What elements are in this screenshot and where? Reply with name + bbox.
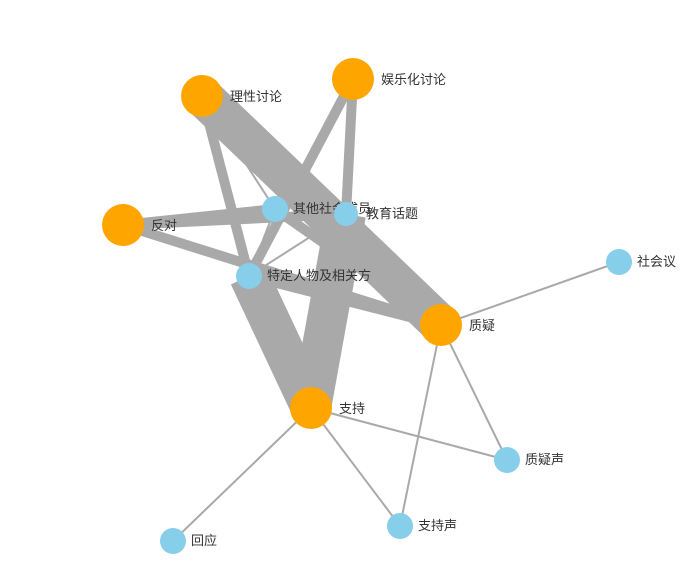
node-label: 其他社会成员 <box>293 201 371 217</box>
node-label: 特定人物及相关方 <box>267 268 371 284</box>
edge-qita-zhiyi <box>272 204 444 330</box>
edge-lixing-qita <box>201 95 276 210</box>
node-circle[interactable] <box>160 528 186 554</box>
node-label: 支持声 <box>418 519 457 534</box>
node-label: 社会议 <box>637 254 676 270</box>
node-circle[interactable] <box>334 202 358 226</box>
node-circle[interactable] <box>102 204 144 246</box>
edge-zhiyi-shehui <box>440 261 620 326</box>
node-zhichisheng[interactable]: 支持声 <box>387 513 457 539</box>
node-circle[interactable] <box>290 387 332 429</box>
node-circle[interactable] <box>606 249 632 275</box>
node-label: 理性讨论 <box>230 90 282 105</box>
node-label: 质疑 <box>469 318 495 334</box>
node-label: 质疑声 <box>525 452 564 468</box>
node-label: 支持 <box>339 402 365 417</box>
node-label: 娱乐化讨论 <box>381 73 446 88</box>
edge-teding-zhiyi <box>247 271 443 330</box>
node-circle[interactable] <box>262 196 288 222</box>
edge-zhiyi-zhiyisheng <box>440 324 508 461</box>
node-yule[interactable]: 娱乐化讨论 <box>332 58 446 100</box>
node-zhichi[interactable]: 支持 <box>290 387 365 429</box>
node-zhiyisheng[interactable]: 质疑声 <box>494 447 564 473</box>
node-circle[interactable] <box>420 304 462 346</box>
edge-yule-jiaoyu <box>341 78 358 215</box>
edge-jiaoyu-zhiyi <box>342 210 445 329</box>
edge-lixing-jiaoyu <box>201 95 347 215</box>
node-circle[interactable] <box>181 75 223 117</box>
node-teding[interactable]: 特定人物及相关方 <box>236 263 371 289</box>
node-zhiyi[interactable]: 质疑 <box>420 304 495 346</box>
edge-zhiyi-zhichisheng <box>399 324 442 527</box>
node-label: 回应 <box>191 533 217 549</box>
edge-zhichi-zhichisheng <box>310 407 401 527</box>
edge-zhichi-zhiyisheng <box>310 407 508 461</box>
node-circle[interactable] <box>387 513 413 539</box>
edge-jiaoyu-teding <box>248 213 347 277</box>
node-circle[interactable] <box>236 263 262 289</box>
edges-layer <box>121 76 620 542</box>
node-circle[interactable] <box>494 447 520 473</box>
edge-zhichi-huiying <box>172 407 312 542</box>
node-jiaoyu[interactable]: 教育话题 <box>334 202 418 226</box>
node-huiying[interactable]: 回应 <box>160 528 217 554</box>
node-shehui[interactable]: 社会议 <box>606 249 676 275</box>
node-circle[interactable] <box>332 58 374 100</box>
node-label: 反对 <box>151 219 177 234</box>
node-label: 教育话题 <box>366 206 418 222</box>
node-lixing[interactable]: 理性讨论 <box>181 75 282 117</box>
edge-lixing-teding <box>197 94 254 278</box>
node-fandui[interactable]: 反对 <box>102 204 177 246</box>
